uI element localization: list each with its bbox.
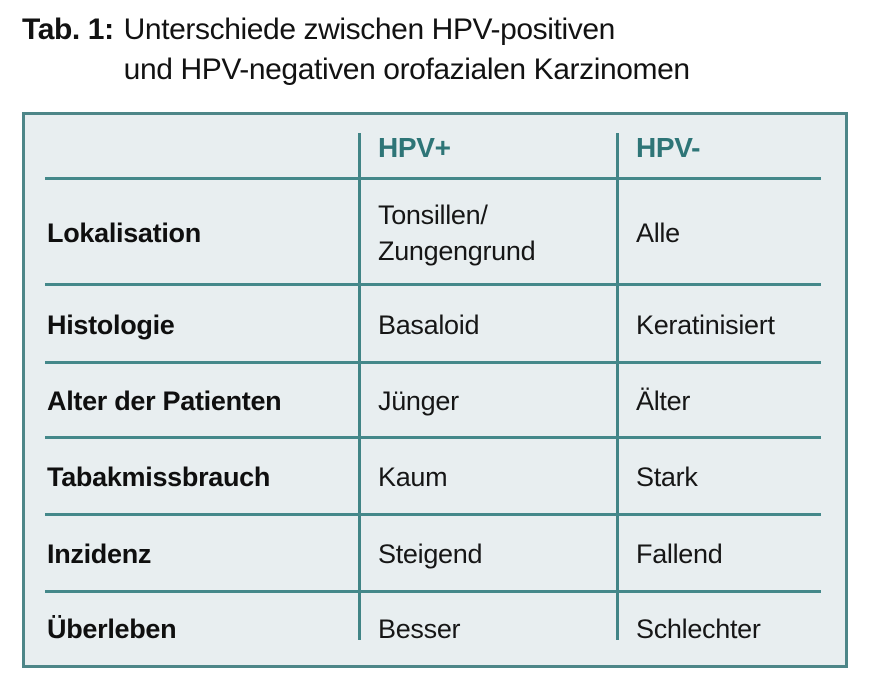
table-caption: Tab. 1: Unterschiede zwischen HPV-positiv… xyxy=(22,10,690,90)
column-header-hpv-positive: HPV+ xyxy=(378,131,451,163)
cell-alter-hpv-negative: Älter xyxy=(636,386,691,416)
cell-alter-hpv-positive: Jünger xyxy=(378,386,459,416)
hpv-comparison-table: HPV+ HPV- Lokalisation Tonsillen/ Zungen… xyxy=(22,112,848,668)
cell-tabakmissbrauch-hpv-positive: Kaum xyxy=(378,462,448,492)
cell-histologie-hpv-negative: Keratinisiert xyxy=(636,309,775,340)
row-label-histologie: Histologie xyxy=(47,309,175,340)
column-divider-2 xyxy=(616,133,619,640)
cell-text: Tonsillen/ Zungengrund xyxy=(378,197,536,269)
cell-text-line2: Zungengrund xyxy=(378,236,536,266)
cell-ueberleben-hpv-negative: Schlechter xyxy=(636,613,761,644)
table-caption-line2-wrap: Tab. 1:und HPV-negativen orofazialen Kar… xyxy=(22,50,690,90)
row-label-alter: Alter der Patienten xyxy=(47,386,282,416)
table-caption-line1: Tab. 1: Unterschiede zwischen HPV-positiv… xyxy=(22,10,690,50)
row-label-tabakmissbrauch: Tabakmissbrauch xyxy=(47,462,271,492)
row-divider xyxy=(45,361,821,364)
row-label-ueberleben: Überleben xyxy=(47,613,177,644)
table-grid: HPV+ HPV- Lokalisation Tonsillen/ Zungen… xyxy=(25,115,845,665)
column-header-hpv-negative: HPV- xyxy=(636,131,701,163)
cell-inzidenz-hpv-negative: Fallend xyxy=(636,539,723,569)
cell-lokalisation-hpv-positive: Tonsillen/ Zungengrund xyxy=(358,180,616,286)
row-divider xyxy=(45,283,821,286)
cell-histologie-hpv-positive: Basaloid xyxy=(378,309,480,340)
cell-text-line1: Tonsillen/ xyxy=(378,200,488,230)
header-corner-cell xyxy=(25,115,358,180)
cell-inzidenz-hpv-positive: Steigend xyxy=(378,539,483,569)
table-caption-text-line2: und HPV-negativen orofazialen Karzinomen xyxy=(123,53,690,86)
cell-lokalisation-hpv-negative: Alle xyxy=(636,217,680,248)
row-divider xyxy=(45,436,821,439)
row-divider xyxy=(45,590,821,593)
header-divider xyxy=(45,177,821,180)
row-divider xyxy=(45,513,821,516)
cell-ueberleben-hpv-positive: Besser xyxy=(378,613,461,644)
cell-tabakmissbrauch-hpv-negative: Stark xyxy=(636,462,698,492)
row-label-lokalisation: Lokalisation xyxy=(47,217,201,248)
column-divider-1 xyxy=(358,133,361,640)
table-caption-number: Tab. 1: xyxy=(22,13,114,46)
row-label-inzidenz: Inzidenz xyxy=(47,539,152,569)
table-caption-text-line1: Unterschiede zwischen HPV-positiven xyxy=(123,13,616,46)
